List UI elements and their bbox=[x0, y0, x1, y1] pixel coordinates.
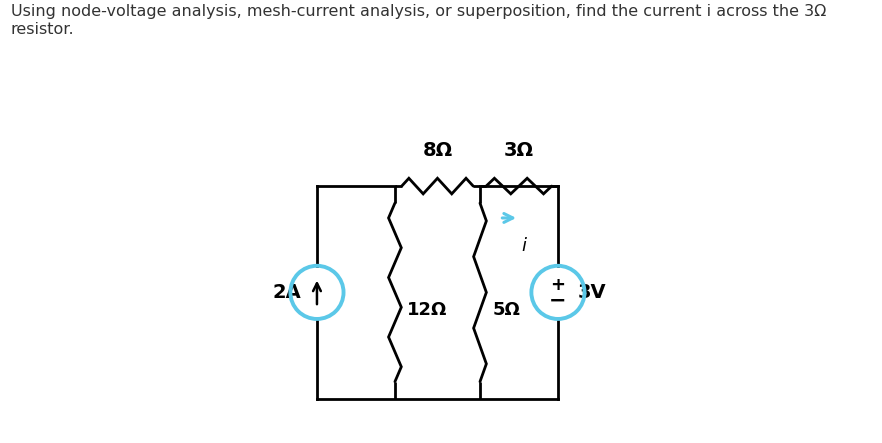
Text: 3V: 3V bbox=[578, 283, 606, 302]
Text: Using node-voltage analysis, mesh-current analysis, or superposition, find the c: Using node-voltage analysis, mesh-curren… bbox=[11, 4, 826, 37]
Text: i: i bbox=[522, 237, 527, 255]
Text: 12Ω: 12Ω bbox=[407, 301, 448, 319]
Text: −: − bbox=[549, 290, 567, 310]
Text: 3Ω: 3Ω bbox=[504, 141, 534, 160]
Text: 5Ω: 5Ω bbox=[492, 301, 520, 319]
Text: 8Ω: 8Ω bbox=[422, 141, 452, 160]
Text: 2A: 2A bbox=[273, 283, 301, 302]
Text: +: + bbox=[550, 276, 565, 294]
